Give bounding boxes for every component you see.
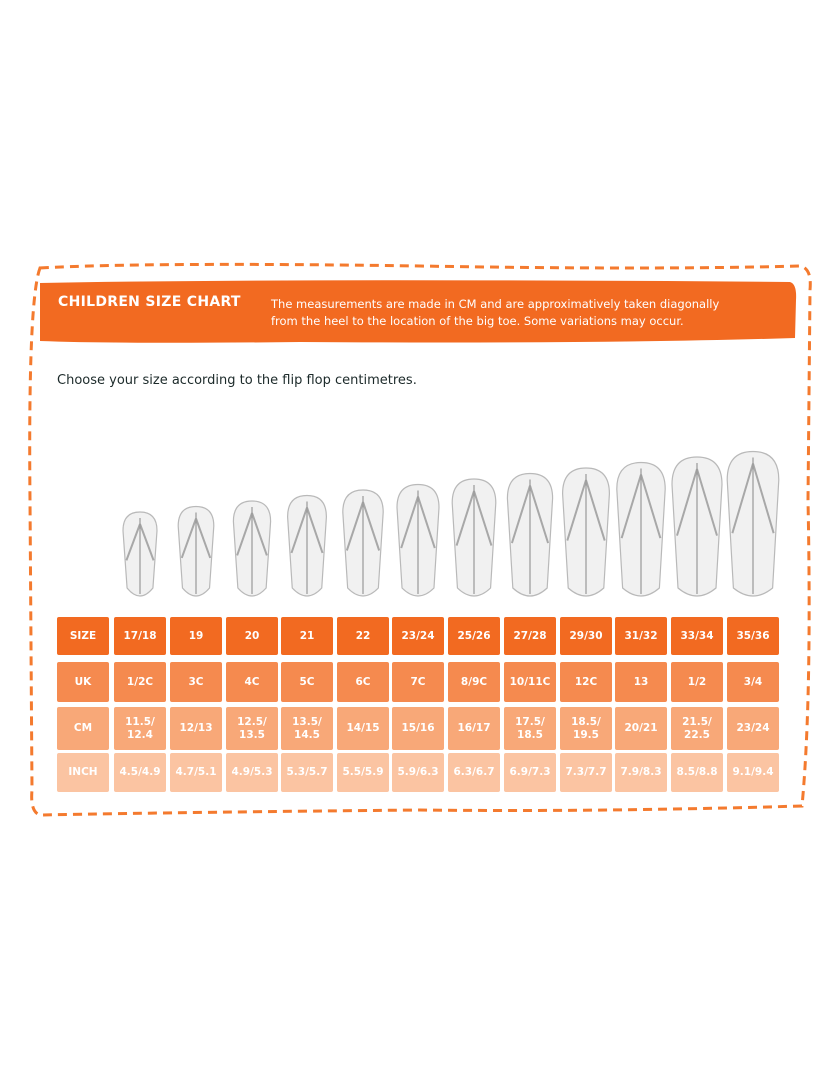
size-cell: 4.9/5.3 (226, 753, 278, 792)
size-cell: 6.9/7.3 (504, 753, 556, 792)
size-cell: 7.9/8.3 (615, 753, 667, 792)
strap (125, 523, 155, 561)
row-label: UK (57, 662, 109, 702)
size-cell: 20/21 (615, 707, 667, 750)
size-cell: 33/34 (671, 617, 723, 655)
size-cell: 25/26 (448, 617, 500, 655)
size-cell: 3/4 (727, 662, 779, 702)
strap (180, 518, 212, 559)
flip-flops (122, 450, 780, 597)
strap (455, 490, 493, 546)
size-cell: 4C (226, 662, 278, 702)
size-cell: 6C (337, 662, 389, 702)
row-label: CM (57, 707, 109, 750)
instruction: Choose your size according to the flip f… (57, 373, 417, 388)
size-cell: 13 (615, 662, 667, 702)
size-cell: 5.5/5.9 (337, 753, 389, 792)
size-cell: 12.5/ 13.5 (226, 707, 278, 750)
size-cell: 1/2C (114, 662, 166, 702)
size-cell: 5.9/6.3 (392, 753, 444, 792)
size-cell: 9.1/9.4 (727, 753, 779, 792)
row-label: SIZE (57, 617, 109, 655)
size-cell: 4.5/4.9 (114, 753, 166, 792)
strap (236, 512, 268, 556)
size-cell: 10/11C (504, 662, 556, 702)
description-line: The measurements are made in CM and are … (271, 297, 720, 311)
size-cell: 21 (281, 617, 333, 655)
size-cell: 12C (560, 662, 612, 702)
size-cell: 5C (281, 662, 333, 702)
strap (345, 501, 381, 551)
size-cell: 8.5/8.8 (671, 753, 723, 792)
size-cell: 35/36 (727, 617, 779, 655)
size-cell: 14/15 (337, 707, 389, 750)
size-cell: 17.5/ 18.5 (504, 707, 556, 750)
strap (566, 479, 606, 541)
size-cell: 22 (337, 617, 389, 655)
header-band (40, 280, 797, 343)
size-cell: 8/9C (448, 662, 500, 702)
strap (676, 468, 718, 536)
size-cell: 13.5/ 14.5 (281, 707, 333, 750)
description-line: from the heel to the location of the big… (271, 314, 684, 328)
size-cell: 11.5/ 12.4 (114, 707, 166, 750)
size-cell: 7.3/7.7 (560, 753, 612, 792)
strap (290, 507, 324, 554)
size-cell: 17/18 (114, 617, 166, 655)
size-cell: 4.7/5.1 (170, 753, 222, 792)
size-cell: 21.5/ 22.5 (671, 707, 723, 750)
size-cell: 7C (392, 662, 444, 702)
size-cell: 18.5/ 19.5 (560, 707, 612, 750)
title: CHILDREN SIZE CHART (58, 294, 241, 310)
size-cell: 12/13 (170, 707, 222, 750)
size-cell: 15/16 (392, 707, 444, 750)
size-cell: 29/30 (560, 617, 612, 655)
strap (510, 485, 550, 544)
size-cell: 23/24 (727, 707, 779, 750)
size-cell: 3C (170, 662, 222, 702)
size-cell: 23/24 (392, 617, 444, 655)
strap (620, 474, 662, 539)
row-label: INCH (57, 753, 109, 792)
size-cell: 1/2 (671, 662, 723, 702)
strap (731, 463, 775, 534)
size-cell: 20 (226, 617, 278, 655)
dashed-border (28, 262, 812, 817)
size-cell: 5.3/5.7 (281, 753, 333, 792)
size-cell: 16/17 (448, 707, 500, 750)
size-cell: 6.3/6.7 (448, 753, 500, 792)
strap (400, 496, 436, 549)
size-cell: 31/32 (615, 617, 667, 655)
size-cell: 19 (170, 617, 222, 655)
size-cell: 27/28 (504, 617, 556, 655)
